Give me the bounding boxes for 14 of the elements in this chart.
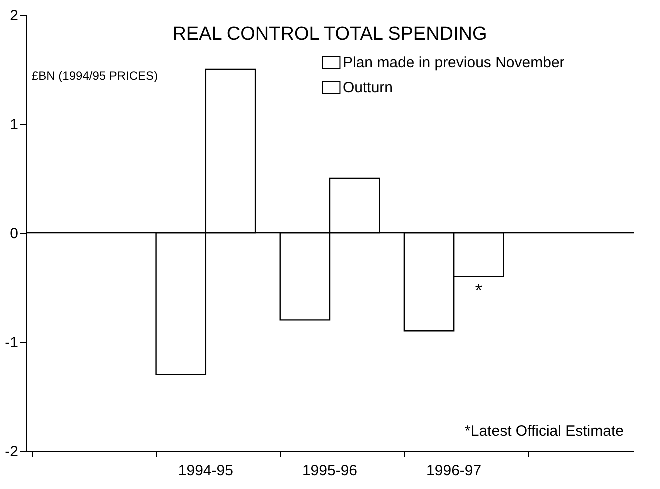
x-tick-label: 1996-97 [426,462,482,480]
annotation: * [475,280,482,301]
annotation: *Latest Official Estimate [465,423,624,440]
y-tick-label: -2 [5,444,18,460]
legend-label: Plan made in previous November [343,54,565,72]
y-tick-label: 0 [10,226,18,242]
y-tick-label: 2 [10,8,18,24]
x-tick-label: 1995-96 [302,462,358,480]
y-axis-title: £BN (1994/95 PRICES) [32,69,158,83]
x-tick-label: 1994-95 [178,462,234,480]
legend-label: Outturn [343,80,394,96]
y-tick-label: 1 [10,116,18,134]
chart-title: REAL CONTROL TOTAL SPENDING [172,24,488,45]
y-tick-label: -1 [5,334,18,352]
